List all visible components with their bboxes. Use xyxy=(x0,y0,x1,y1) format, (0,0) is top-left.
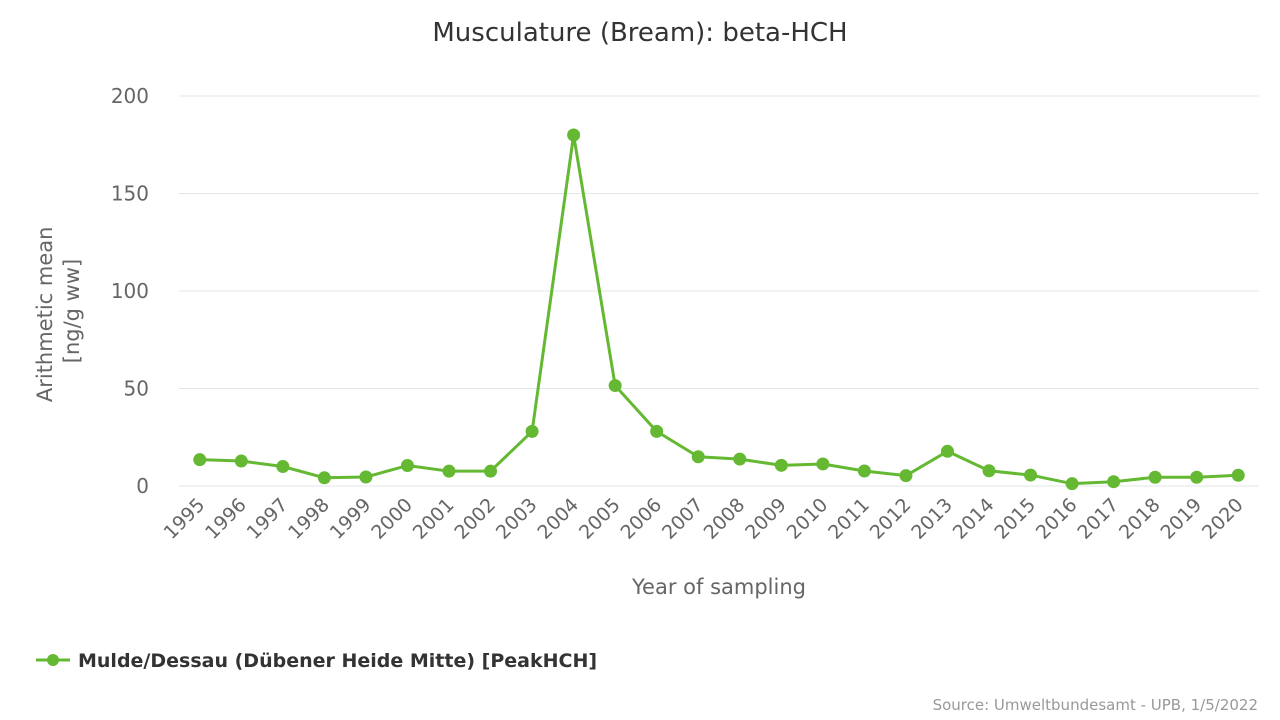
data-point[interactable] xyxy=(608,379,622,393)
data-point[interactable] xyxy=(940,444,954,458)
series-mulde-dessau xyxy=(193,128,1245,491)
y-tick-label: 200 xyxy=(111,84,149,108)
x-tick-label: 1997 xyxy=(243,494,293,544)
chart-title: Musculature (Bream): beta-HCH xyxy=(432,18,847,48)
x-tick-label: 2007 xyxy=(658,494,708,544)
x-tick-label: 2004 xyxy=(533,494,583,544)
legend[interactable]: Mulde/Dessau (Dübener Heide Mitte) [Peak… xyxy=(36,650,597,672)
x-tick-label: 2006 xyxy=(616,494,666,544)
x-tick-label: 2016 xyxy=(1032,494,1082,544)
data-point[interactable] xyxy=(857,464,871,478)
data-point[interactable] xyxy=(774,458,788,472)
y-tick-label: 100 xyxy=(111,279,149,303)
data-point[interactable] xyxy=(400,459,414,473)
x-tick-label: 2019 xyxy=(1156,494,1206,544)
x-tick-label: 1996 xyxy=(201,494,251,544)
x-tick-label: 2017 xyxy=(1073,494,1123,544)
x-tick-label: 2010 xyxy=(783,494,833,544)
x-tick-label: 2009 xyxy=(741,494,791,544)
y-tick-label: 150 xyxy=(111,182,149,206)
y-tick-label: 50 xyxy=(124,377,149,401)
y-axis-title-line-1: Arithmetic mean xyxy=(33,227,57,403)
data-point[interactable] xyxy=(733,452,747,466)
credits[interactable]: Source: Umweltbundesamt - UPB, 1/5/2022 xyxy=(933,696,1258,714)
x-tick-label: 2000 xyxy=(367,494,417,544)
x-tick-label: 2011 xyxy=(824,494,874,544)
data-point[interactable] xyxy=(1190,470,1204,484)
y-axis-ticks: 0 50 100 150 200 xyxy=(111,84,149,498)
series-line xyxy=(199,133,1239,486)
data-point[interactable] xyxy=(567,128,581,142)
x-axis-ticks: 1995199619971998199920002001200220032004… xyxy=(160,494,1248,544)
x-tick-label: 2008 xyxy=(700,494,750,544)
x-tick-label: 2005 xyxy=(575,494,625,544)
data-point[interactable] xyxy=(525,424,539,438)
data-point[interactable] xyxy=(1107,475,1121,489)
y-tick-label: 0 xyxy=(136,474,149,498)
data-point[interactable] xyxy=(484,464,498,478)
data-point[interactable] xyxy=(1148,470,1162,484)
legend-item-label[interactable]: Mulde/Dessau (Dübener Heide Mitte) [Peak… xyxy=(78,650,597,672)
data-point[interactable] xyxy=(1231,468,1245,482)
y-axis-title: Arithmetic mean [ng/g ww] xyxy=(33,220,84,402)
data-point[interactable] xyxy=(816,457,830,471)
data-point[interactable] xyxy=(234,454,248,468)
x-tick-label: 2001 xyxy=(409,494,459,544)
data-point[interactable] xyxy=(1024,468,1038,482)
gridlines xyxy=(179,95,1259,487)
data-point[interactable] xyxy=(317,471,331,485)
data-point[interactable] xyxy=(1065,477,1079,491)
data-point[interactable] xyxy=(691,450,705,464)
data-point[interactable] xyxy=(359,470,373,484)
x-tick-label: 2012 xyxy=(866,494,916,544)
legend-marker-symbol xyxy=(47,654,59,666)
data-point[interactable] xyxy=(899,469,913,483)
x-tick-label: 1995 xyxy=(160,494,210,544)
x-tick-label: 2003 xyxy=(492,494,542,544)
x-axis-title: Year of sampling xyxy=(631,575,806,599)
x-tick-label: 2013 xyxy=(907,494,957,544)
x-tick-label: 1998 xyxy=(284,494,334,544)
y-axis-title-line-2: [ng/g ww] xyxy=(60,259,84,363)
data-point[interactable] xyxy=(276,460,290,473)
x-tick-label: 2014 xyxy=(949,494,999,544)
x-tick-label: 1999 xyxy=(326,494,376,544)
x-tick-label: 2018 xyxy=(1115,494,1165,544)
x-tick-label: 2015 xyxy=(990,494,1040,544)
data-point[interactable] xyxy=(193,453,207,467)
x-tick-label: 2020 xyxy=(1198,494,1248,544)
data-point[interactable] xyxy=(442,464,456,478)
x-tick-label: 2002 xyxy=(450,494,500,544)
data-point[interactable] xyxy=(650,424,664,438)
data-point[interactable] xyxy=(982,464,996,478)
